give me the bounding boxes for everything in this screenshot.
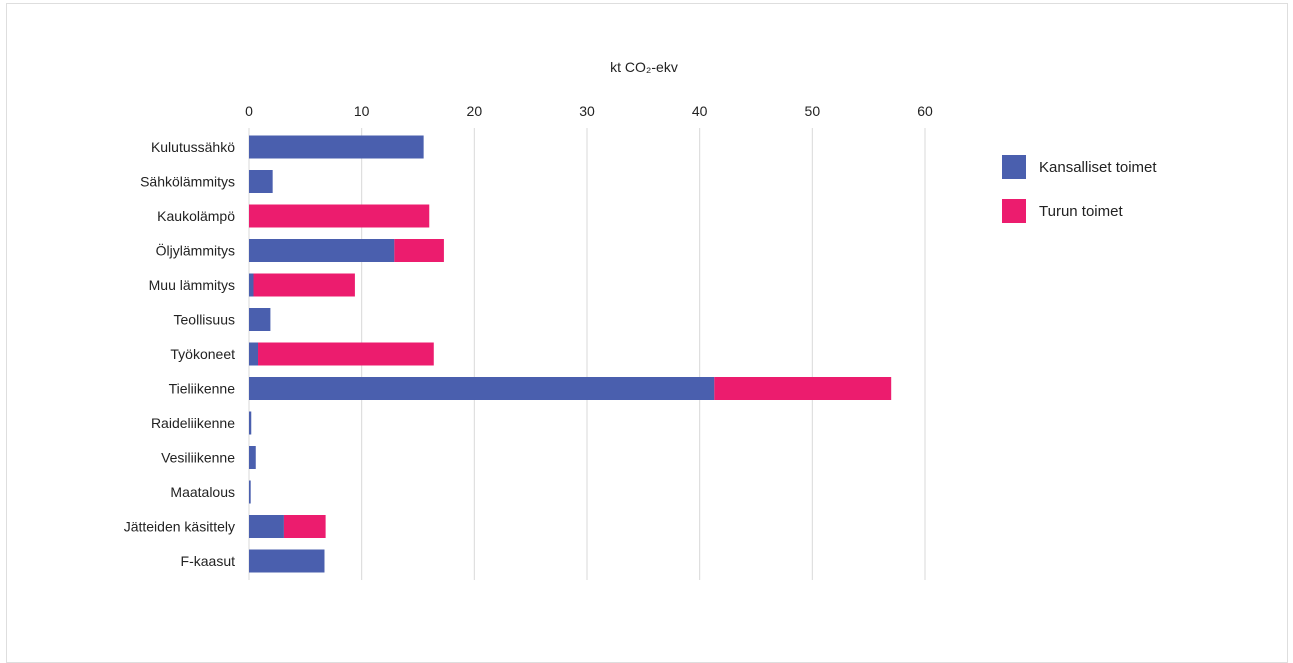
x-tick-label: 20 [467, 103, 483, 119]
x-tick-label: 60 [917, 103, 933, 119]
category-label: Muu lämmitys [149, 277, 235, 293]
x-tick-label: 40 [692, 103, 708, 119]
bar-segment [394, 239, 444, 262]
category-label: Raideliikenne [151, 415, 235, 431]
category-label: Vesiliikenne [161, 450, 235, 466]
bar-segment [249, 308, 271, 331]
gridlines [248, 128, 926, 580]
x-axis-title: kt CO₂-ekv [610, 59, 678, 75]
category-label: Kaukolämpö [157, 208, 235, 224]
bar-segment [249, 170, 273, 193]
bar-segment [249, 549, 325, 573]
bar-segment [249, 135, 424, 159]
bar-segment [258, 342, 434, 366]
legend-swatch [1002, 199, 1026, 223]
legend-swatch [1002, 155, 1026, 179]
category-label: Kulutussähkö [151, 139, 235, 155]
legend-label: Turun toimet [1039, 203, 1123, 220]
category-label: Maatalous [170, 484, 235, 500]
category-label: Öljylämmitys [156, 242, 235, 259]
x-tick-label: 50 [805, 103, 821, 119]
bar-segment [253, 273, 355, 297]
legend: Kansalliset toimet Turun toimet [1002, 155, 1157, 223]
bar-segment [249, 411, 252, 435]
bar-segment [283, 515, 326, 538]
bar-segment [249, 204, 430, 228]
bar-segment [249, 446, 256, 469]
x-tick-label: 0 [245, 103, 253, 119]
category-label: Teollisuus [174, 312, 235, 328]
bar-segment [249, 377, 715, 400]
bar-segment [714, 377, 892, 400]
bar-segment [249, 342, 259, 366]
bar-segment [249, 239, 395, 262]
bar-segment [249, 480, 251, 504]
category-label: Työkoneet [170, 346, 235, 362]
category-label: F-kaasut [181, 553, 236, 569]
legend-label: Kansalliset toimet [1039, 159, 1157, 176]
x-tick-label: 10 [354, 103, 370, 119]
bar-segment [249, 273, 254, 297]
bar-segment [249, 515, 284, 538]
x-tick-label: 30 [579, 103, 595, 119]
category-label: Sähkölämmitys [140, 174, 235, 190]
bars [249, 135, 892, 573]
chart-frame [6, 3, 1288, 663]
category-label: Tieliikenne [169, 381, 236, 397]
category-label: Jätteiden käsittely [124, 519, 235, 535]
labels: 0 10 20 30 40 50 60 Kulutussähkö Sähkölämmitys Ka… [124, 103, 933, 569]
